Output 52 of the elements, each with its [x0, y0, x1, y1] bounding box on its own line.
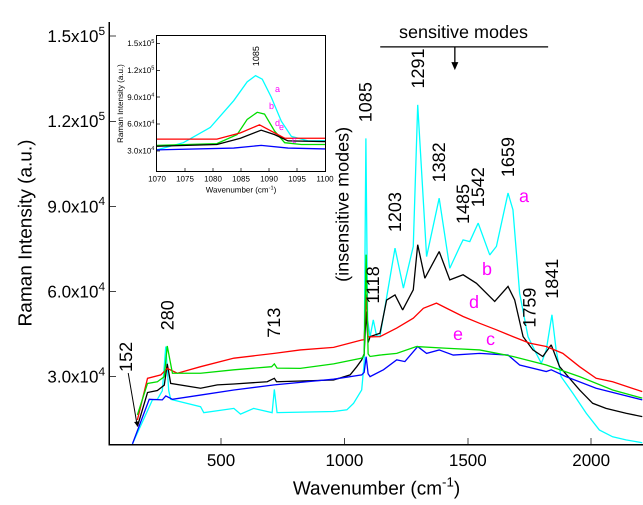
x-tick-label: 1085	[232, 174, 250, 184]
y-tick-label: 3.0x10$^{4}$	[47, 364, 106, 387]
x-tick-label: 1070	[148, 174, 166, 184]
annotation: d	[469, 292, 480, 312]
annotation: b	[482, 259, 492, 279]
annotation: 1382	[429, 142, 449, 182]
annotation: 1542	[468, 167, 488, 208]
x-tick-label: 500	[206, 450, 236, 470]
x-tick-label: 2000	[572, 450, 610, 470]
annotation: 280	[157, 300, 178, 330]
annotation: e	[279, 122, 284, 132]
annotation: 1118	[362, 266, 383, 304]
annotation: 713	[264, 308, 284, 338]
y-tick-label: 1.5x10$^{5}$	[127, 38, 154, 48]
x-tick-label: 1000	[326, 450, 364, 470]
x-tick-label: 1100	[316, 174, 334, 184]
annotation: (insensitive modes)	[332, 126, 352, 282]
y-tick-label: 9.0x10$^{4}$	[127, 92, 154, 102]
annotation: c	[486, 329, 495, 349]
x-axis-title: Wavenumber (cm$^{-1}$)	[292, 474, 460, 500]
annotation: e	[453, 324, 464, 344]
annotation: 1291	[408, 48, 428, 89]
y-tick-label: 9.0x10$^{4}$	[47, 194, 106, 216]
annotation: 1085	[250, 46, 261, 66]
x-axis-title: Wavenumber (cm$^{-1}$)	[206, 185, 277, 195]
x-tick-label: 1095	[288, 174, 306, 184]
line-series	[157, 74, 325, 151]
annotation: 152	[116, 342, 136, 372]
annotation: 1085	[356, 82, 376, 122]
annotation: a	[275, 84, 280, 94]
x-tick-label: 1090	[260, 174, 278, 184]
x-tick-label: 1080	[204, 174, 222, 184]
annotation: sensitive modes	[399, 22, 528, 42]
annotation: b	[269, 101, 274, 111]
y-axis-title: Raman Intensity (a.u.)	[16, 140, 37, 326]
y-tick-label: 3.0x10$^{4}$	[127, 146, 154, 156]
x-tick-label: 1075	[176, 174, 194, 184]
line-series	[132, 346, 643, 444]
annotation: 1203	[384, 192, 405, 232]
y-tick-label: 1.2x10$^{5}$	[47, 109, 106, 132]
line-series	[157, 112, 325, 146]
x-tick-label: 1500	[448, 450, 487, 470]
annotation: 1841	[542, 258, 562, 299]
annotation: 1759	[519, 288, 540, 328]
y-tick-label: 1.5x10$^{5}$	[47, 24, 106, 46]
annotation: d	[275, 118, 280, 128]
annotation: a	[519, 186, 530, 206]
y-tick-label: 1.2x10$^{5}$	[127, 66, 154, 76]
y-tick-label: 6.0x10$^{4}$	[47, 279, 106, 302]
y-axis-title: Raman Intensity (a.u.)	[116, 64, 125, 143]
y-tick-label: 6.0x10$^{4}$	[127, 119, 154, 129]
annotation: 1659	[498, 137, 518, 178]
